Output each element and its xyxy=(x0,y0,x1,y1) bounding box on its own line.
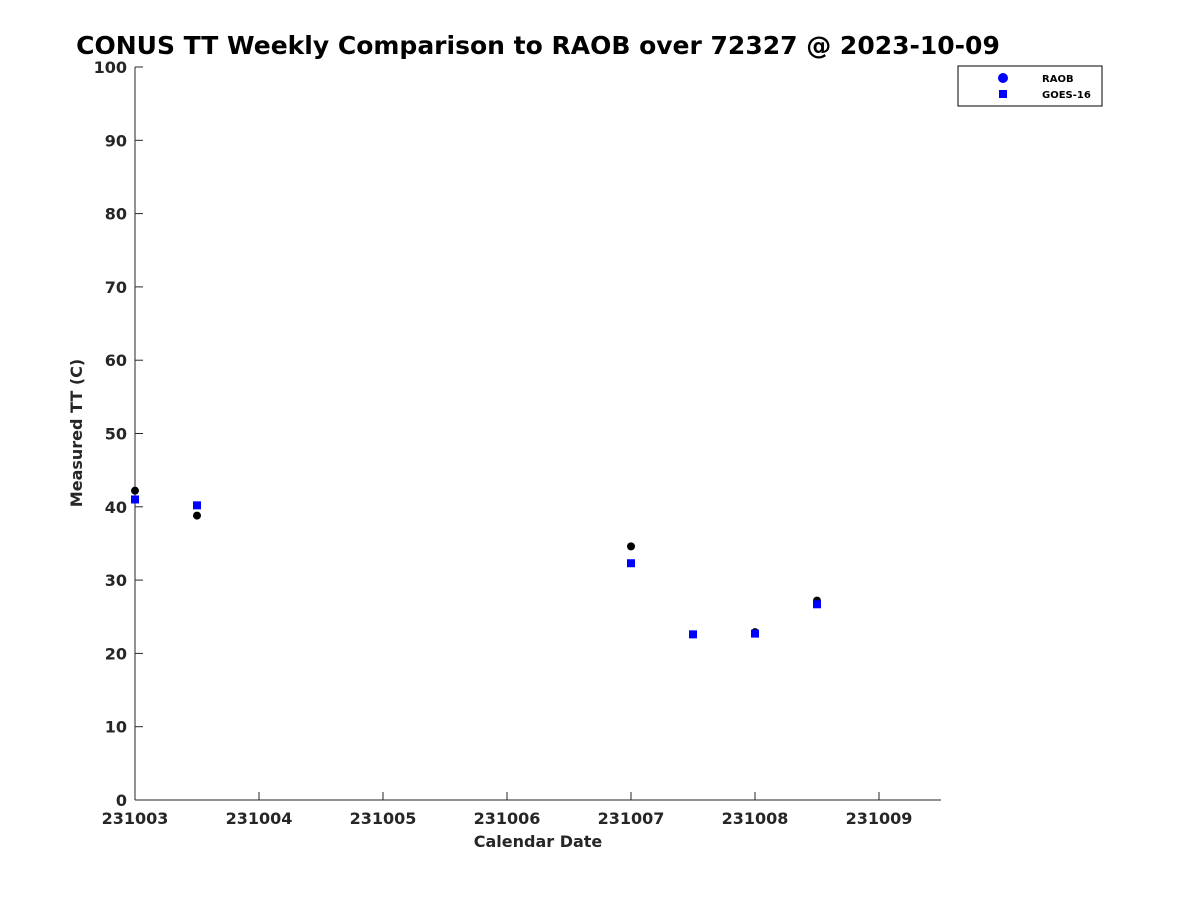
goes-16-point xyxy=(131,495,139,504)
x-axis-label: Calendar Date xyxy=(474,832,603,851)
legend: RAOB GOES-16 xyxy=(957,65,1103,107)
y-tick-label: 80 xyxy=(105,205,127,224)
axes: 0 10 20 30 40 50 60 70 80 90 100 231003 231004 231005… xyxy=(94,58,941,828)
raob-point xyxy=(193,511,201,520)
y-tick-label: 30 xyxy=(105,571,127,590)
x-tick-label: 231009 xyxy=(846,809,913,828)
x-tick-label: 231006 xyxy=(474,809,541,828)
y-tick-label: 10 xyxy=(105,718,127,737)
y-axis-label: Measured TT (C) xyxy=(67,359,86,507)
y-tick-label: 40 xyxy=(105,498,127,517)
data-marks xyxy=(131,486,821,639)
legend-label: GOES-16 xyxy=(1042,90,1091,101)
y-tick-label: 100 xyxy=(94,58,127,77)
y-tick-label: 50 xyxy=(105,425,127,444)
legend-label: RAOB xyxy=(1042,74,1074,85)
goes-16-point xyxy=(813,600,821,609)
x-tick-label: 231005 xyxy=(350,809,417,828)
goes-16-point xyxy=(627,559,635,568)
y-tick-label: 60 xyxy=(105,351,127,370)
chart-title: CONUS TT Weekly Comparison to RAOB over … xyxy=(76,31,1000,60)
goes-16-point xyxy=(689,630,697,639)
raob-point xyxy=(627,542,635,551)
y-tick-label: 90 xyxy=(105,131,127,150)
y-tick-label: 20 xyxy=(105,644,127,663)
legend-marker-raob xyxy=(998,73,1008,83)
legend-box xyxy=(957,65,1103,107)
x-tick-label: 231008 xyxy=(722,809,789,828)
legend-marker-goes-16 xyxy=(999,90,1007,98)
x-tick-label: 231004 xyxy=(226,809,293,828)
goes-16-point xyxy=(193,501,201,510)
x-tick-label: 231003 xyxy=(102,809,169,828)
x-tick-label: 231007 xyxy=(598,809,665,828)
raob-point xyxy=(131,486,139,495)
y-tick-label: 0 xyxy=(116,791,127,810)
y-tick-label: 70 xyxy=(105,278,127,297)
goes-16-point xyxy=(751,629,759,638)
